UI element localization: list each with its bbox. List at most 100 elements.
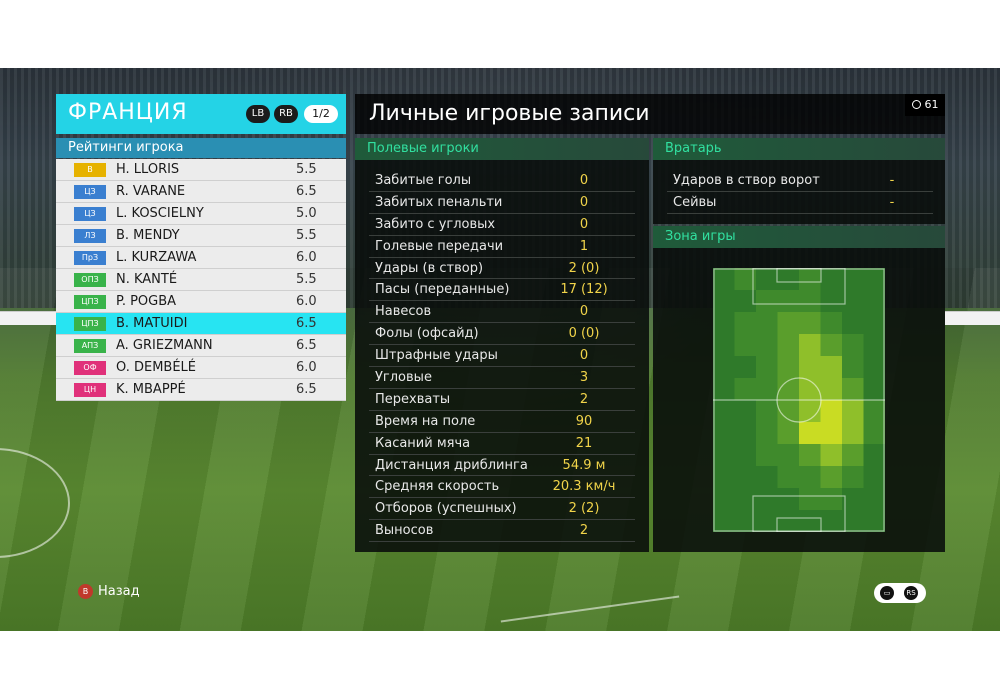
heatmap-cell: [842, 422, 864, 445]
player-name: B. MENDY: [116, 228, 180, 243]
heatmap-cell: [820, 312, 843, 335]
heatmap-cell: [842, 290, 864, 313]
player-row[interactable]: ЦН K. MBAPPÉ 6.5: [56, 379, 346, 401]
position-badge: ЛЗ: [74, 229, 106, 243]
stat-value: 2 (2): [568, 501, 600, 517]
play-zone-panel: Зона игры: [653, 226, 945, 552]
stat-label: Перехваты: [375, 391, 451, 407]
player-rating: 6.0: [296, 294, 317, 309]
stat-row: Штрафные удары 0: [369, 345, 635, 368]
player-name: A. GRIEZMANN: [116, 338, 213, 353]
player-name: K. MBAPPÉ: [116, 382, 186, 397]
heatmap-cell: [734, 334, 757, 357]
heatmap-cell: [820, 422, 843, 445]
heatmap-cell: [820, 290, 843, 313]
heatmap-cell: [713, 488, 735, 511]
goalkeeper-panel: Вратарь Ударов в створ ворот - Сейвы -: [653, 138, 945, 224]
field-stats-list: Забитые голы 0 Забитых пенальти 0 Забито с у…: [369, 170, 635, 543]
stat-value: 20.3 км/ч: [552, 479, 616, 495]
stat-value: 0: [579, 173, 589, 188]
stat-value: 2: [579, 391, 589, 407]
rs-button[interactable]: RS: [904, 586, 918, 600]
stat-value: 0: [579, 304, 589, 320]
play-zone-heading: Зона игры: [653, 226, 945, 248]
player-name: H. LLORIS: [116, 162, 180, 177]
player-row[interactable]: В H. LLORIS 5.5: [56, 159, 346, 181]
heatmap-cell: [777, 356, 800, 379]
clock-icon: [911, 100, 921, 109]
stat-value: 90: [575, 413, 593, 429]
heatmap-cell: [820, 356, 843, 379]
position-badge: В: [74, 163, 106, 177]
field-players-panel: Полевые игроки Забитые голы 0 Забитых пена…: [355, 138, 649, 552]
position-badge: ЦПЗ: [74, 317, 106, 331]
player-row[interactable]: ОФ O. DEMBÉLÉ 6.0: [56, 357, 346, 379]
stat-label: Удары (в створ): [375, 260, 484, 276]
player-ratings-list: В H. LLORIS 5.5 ЦЗ R. VARANE 6.5 ЦЗ L. KOSCIELN…: [56, 159, 346, 401]
heatmap-cell: [777, 510, 800, 532]
player-name: B. MATUIDI: [116, 316, 188, 331]
chat-controls[interactable]: ▭ RS: [874, 583, 926, 603]
chat-icon[interactable]: ▭: [880, 586, 894, 600]
goalkeeper-stats-list: Ударов в створ ворот - Сейвы -: [667, 170, 933, 214]
heatmap-cell: [713, 312, 735, 335]
penalty-box-bottom: [752, 495, 846, 532]
player-row[interactable]: ПрЗ L. KURZAWA 6.0: [56, 247, 346, 269]
heatmap-cell: [820, 510, 843, 532]
stat-value: -: [889, 173, 895, 188]
heatmap-cell: [863, 290, 885, 313]
stat-value: 0 (0): [568, 326, 600, 342]
heatmap-cell: [863, 466, 885, 489]
heatmap-cell: [734, 356, 757, 379]
heatmap-cell: [734, 466, 757, 489]
heatmap-cell: [713, 356, 735, 379]
player-row[interactable]: ЦПЗ B. MATUIDI 6.5: [56, 313, 346, 335]
penalty-box-top: [752, 268, 846, 305]
heatmap-cell: [734, 378, 757, 401]
heatmap-cell: [777, 488, 800, 511]
heatmap-cell: [799, 356, 821, 379]
player-row[interactable]: ЦЗ R. VARANE 6.5: [56, 181, 346, 203]
player-row[interactable]: АПЗ A. GRIEZMANN 6.5: [56, 335, 346, 357]
player-row[interactable]: ЦЗ L. KOSCIELNY 5.0: [56, 203, 346, 225]
heatmap-cell: [777, 334, 800, 357]
heatmap-cell: [756, 400, 778, 423]
team-name: ФРАНЦИЯ: [68, 100, 188, 125]
heatmap-cell: [842, 444, 864, 467]
heatmap-cell: [734, 290, 757, 313]
player-row[interactable]: ЛЗ B. MENDY 5.5: [56, 225, 346, 247]
heatmap-cell: [713, 400, 735, 423]
heatmap-cell: [863, 312, 885, 335]
stat-value: -: [889, 194, 895, 210]
heatmap-cell: [799, 488, 821, 511]
goalkeeper-heading: Вратарь: [653, 138, 945, 160]
heatmap-cell: [863, 378, 885, 401]
heatmap-cell: [713, 510, 735, 532]
heatmap-cell: [799, 312, 821, 335]
heatmap-cell: [756, 422, 778, 445]
rb-button[interactable]: RB: [274, 105, 298, 123]
heatmap-cell: [756, 510, 778, 532]
lb-button[interactable]: LB: [246, 105, 270, 123]
position-badge: ЦЗ: [74, 185, 106, 199]
player-rating: 5.0: [296, 206, 317, 221]
player-row[interactable]: ОПЗ N. KANTÉ 5.5: [56, 269, 346, 291]
player-name: R. VARANE: [116, 184, 186, 199]
stat-label: Фолы (офсайд): [375, 326, 479, 342]
heatmap-cell: [713, 422, 735, 445]
heatmap-cell: [734, 312, 757, 335]
stat-row: Пасы (переданные) 17 (12): [369, 279, 635, 302]
stat-value: 21: [575, 435, 593, 451]
stat-label: Забито с угловых: [375, 216, 496, 232]
heatmap-cell: [713, 334, 735, 357]
player-row[interactable]: ЦПЗ P. POGBA 6.0: [56, 291, 346, 313]
back-button-icon[interactable]: B: [78, 584, 93, 599]
player-name: L. KURZAWA: [116, 250, 197, 265]
stat-row: Голевые передачи 1: [369, 236, 635, 258]
back-label[interactable]: Назад: [98, 584, 140, 599]
heatmap-cell: [863, 444, 885, 467]
stat-row: Средняя скорость 20.3 км/ч: [369, 476, 635, 499]
player-rating: 5.5: [296, 228, 317, 243]
stat-label: Сейвы: [673, 194, 717, 210]
stat-row: Время на поле 90: [369, 411, 635, 433]
